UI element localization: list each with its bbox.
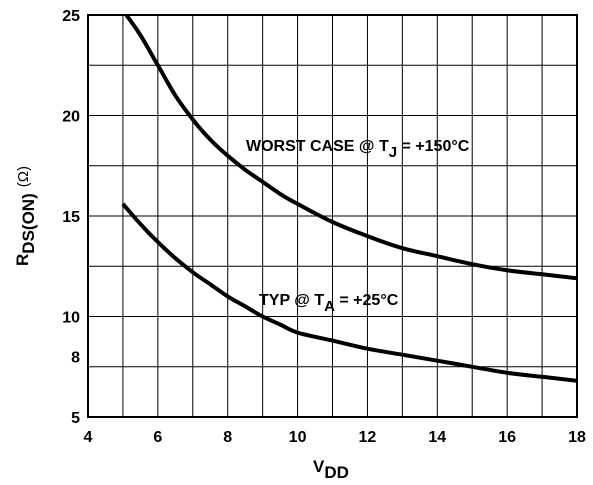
tick-labels: 4 6 8 10 12 14 16 18 5 8 10 15 20 25 xyxy=(62,8,586,446)
y-tick-label: 5 xyxy=(71,410,80,427)
x-tick-label: 14 xyxy=(428,429,446,446)
x-tick-label: 6 xyxy=(153,429,162,446)
y-tick-label: 8 xyxy=(71,350,80,367)
curve-worst-case xyxy=(124,13,578,281)
x-tick-label: 8 xyxy=(223,429,232,446)
curves xyxy=(121,13,578,383)
y-tick-label: 20 xyxy=(62,109,80,126)
annotation-worst-case: WORST CASE @ TJ = +150°C xyxy=(246,138,470,161)
plot-frame xyxy=(87,14,578,418)
y-tick-label: 15 xyxy=(62,209,80,226)
annotation-typical: TYP @ TA = +25°C xyxy=(259,292,399,315)
grid xyxy=(88,15,577,417)
x-tick-label: 10 xyxy=(289,429,307,446)
x-axis-label: VDD xyxy=(313,457,349,482)
x-tick-label: 18 xyxy=(568,429,586,446)
y-tick-label: 10 xyxy=(62,310,80,327)
x-tick-label: 12 xyxy=(359,429,377,446)
curve-typical xyxy=(121,202,578,383)
x-tick-label: 4 xyxy=(84,429,93,446)
y-axis-label: RDS(ON)(Ω) xyxy=(13,166,38,266)
y-tick-label: 25 xyxy=(62,8,80,25)
x-tick-label: 16 xyxy=(498,429,516,446)
